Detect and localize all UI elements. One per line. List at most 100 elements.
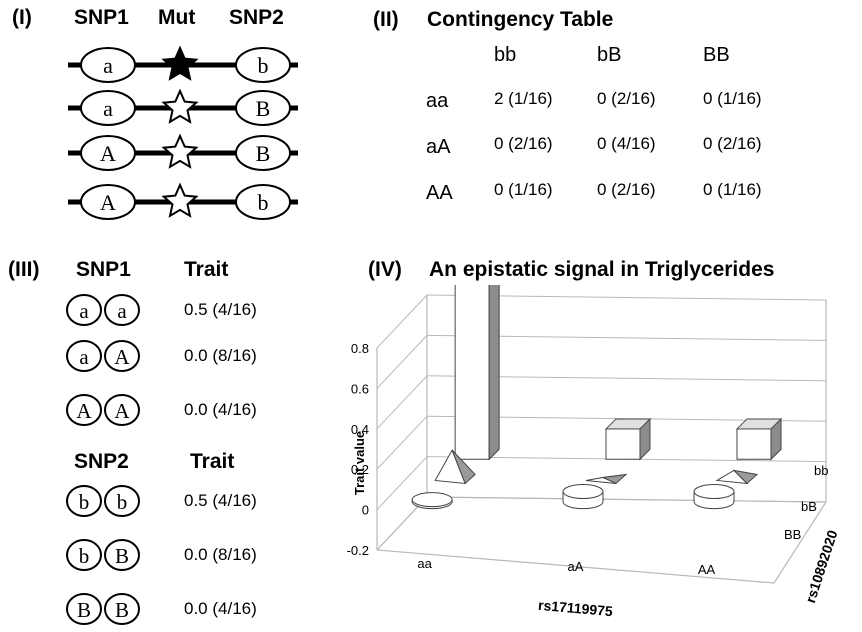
z-category-label: BB — [784, 527, 801, 542]
trait-header: Trait — [190, 450, 235, 473]
bar-cylinder-mark — [562, 484, 604, 510]
snp1-trait-section-header: SNP1 — [76, 258, 131, 281]
gridline — [376, 335, 428, 389]
trait-value: 0.0 (8/16) — [184, 545, 257, 564]
row-header-AA: AA — [426, 182, 453, 204]
bar-front — [454, 285, 490, 460]
trait-value: 0.0 (4/16) — [184, 599, 257, 618]
allele: A — [76, 399, 92, 423]
snp2-header: SNP2 — [229, 6, 284, 29]
bar-pyramid-mark — [585, 473, 628, 485]
contingency-table-title: Contingency Table — [427, 8, 614, 31]
gridline — [376, 456, 428, 510]
haplotype-1-snp2: b — [258, 53, 269, 78]
haplotype-diagram: a b a B A B A b — [68, 45, 298, 220]
cylinder-top — [411, 492, 453, 508]
allele: B — [77, 598, 91, 622]
x-category-label: AA — [698, 562, 716, 577]
y-tick-labels: 0.8 0.6 0.4 0.2 0 -0.2 — [347, 341, 369, 558]
pyramid-side — [732, 469, 759, 485]
table-cell: 2 (1/16) — [494, 89, 553, 108]
z-category-label: bb — [814, 463, 828, 478]
haplotype-2-snp2: B — [256, 96, 271, 121]
y-tick-label: 0.6 — [351, 381, 369, 396]
gridline — [376, 375, 428, 430]
col-header-BB: BB — [703, 44, 730, 66]
snp2-trait-section-header: SNP2 — [74, 450, 129, 473]
col-header-bB: bB — [597, 44, 622, 66]
genotype-AA: A A — [66, 394, 140, 426]
bar-pyramid-mark — [434, 448, 476, 485]
hollow-star-icon — [161, 133, 199, 169]
chart-axis-line — [773, 501, 827, 584]
genotype-aA: a A — [66, 340, 140, 372]
table-cell: 0 (2/16) — [494, 134, 553, 153]
cylinder-top — [693, 484, 735, 500]
bar-box-mark — [454, 285, 500, 461]
cylinder-top — [562, 484, 604, 500]
y-tick-label: 0.4 — [351, 422, 369, 437]
allele: a — [79, 299, 89, 323]
genotype-bB: b B — [66, 539, 140, 571]
haplotype-1-snp1: a — [103, 53, 113, 78]
snp1-header: SNP1 — [74, 6, 129, 29]
row-header-aa: aa — [426, 90, 449, 112]
genotype-alleles: a a a A A A b b b B B B — [66, 294, 140, 625]
bar-box-mark — [735, 417, 783, 461]
genotype-BB: B B — [66, 593, 140, 625]
bar-cylinder-mark — [411, 492, 453, 510]
gridline — [376, 415, 428, 470]
haplotype-1: a b — [68, 45, 298, 83]
allele: b — [117, 490, 128, 514]
table-cell: 0 (2/16) — [703, 134, 762, 153]
z-category-label: bB — [801, 499, 817, 514]
bar-pyramid-mark — [715, 469, 759, 485]
bar-side — [770, 417, 782, 461]
table-cell: 0 (2/16) — [597, 180, 656, 199]
chart-title: An epistatic signal in Triglycerides — [429, 258, 775, 281]
pyramid-side — [451, 449, 476, 485]
col-header-bb: bb — [494, 44, 517, 66]
allele: B — [115, 598, 129, 622]
table-cell: 0 (1/16) — [703, 180, 762, 199]
bar-front — [736, 428, 772, 460]
x-category-label: aa — [417, 556, 432, 571]
z-axis-label: rs10892020 — [802, 528, 841, 605]
allele: b — [79, 544, 90, 568]
genotype-aa: a a — [66, 294, 140, 326]
y-tick-label: -0.2 — [347, 543, 369, 558]
chart-axis-line — [376, 549, 775, 584]
allele: b — [79, 490, 90, 514]
haplotype-4-snp1: A — [100, 190, 116, 215]
haplotype-2-snp1: a — [103, 96, 113, 121]
bar-box-mark — [604, 417, 652, 461]
haplotype-4-snp2: b — [258, 190, 269, 215]
bar-side — [639, 417, 651, 461]
hollow-star-icon — [161, 88, 199, 124]
trait-value: 0.5 (4/16) — [184, 300, 257, 319]
genotype-bb: b b — [66, 485, 140, 517]
y-axis-label: Trait value — [352, 431, 367, 495]
haplotype-3-snp1: A — [100, 141, 116, 166]
y-tick-label: 0.8 — [351, 341, 369, 356]
allele: B — [115, 544, 129, 568]
table-cell: 0 (2/16) — [597, 89, 656, 108]
allele: a — [117, 299, 127, 323]
trait-value: 0.0 (8/16) — [184, 346, 257, 365]
table-cell: 0 (1/16) — [494, 180, 553, 199]
allele: a — [79, 345, 89, 369]
x-axis-label: rs17119975 — [537, 597, 613, 619]
panel-1-label: (I) — [12, 6, 32, 29]
pyramid-side — [601, 473, 628, 485]
haplotype-4: A b — [68, 182, 298, 220]
hollow-star-icon — [161, 182, 199, 218]
bar-side — [488, 285, 500, 461]
filled-star-icon — [161, 45, 199, 81]
chart-marks — [411, 285, 783, 510]
mut-header: Mut — [158, 6, 196, 29]
haplotype-2: a B — [68, 88, 298, 126]
y-tick-label: 0.2 — [351, 462, 369, 477]
table-cell: 0 (1/16) — [703, 89, 762, 108]
haplotype-3: A B — [68, 133, 298, 171]
